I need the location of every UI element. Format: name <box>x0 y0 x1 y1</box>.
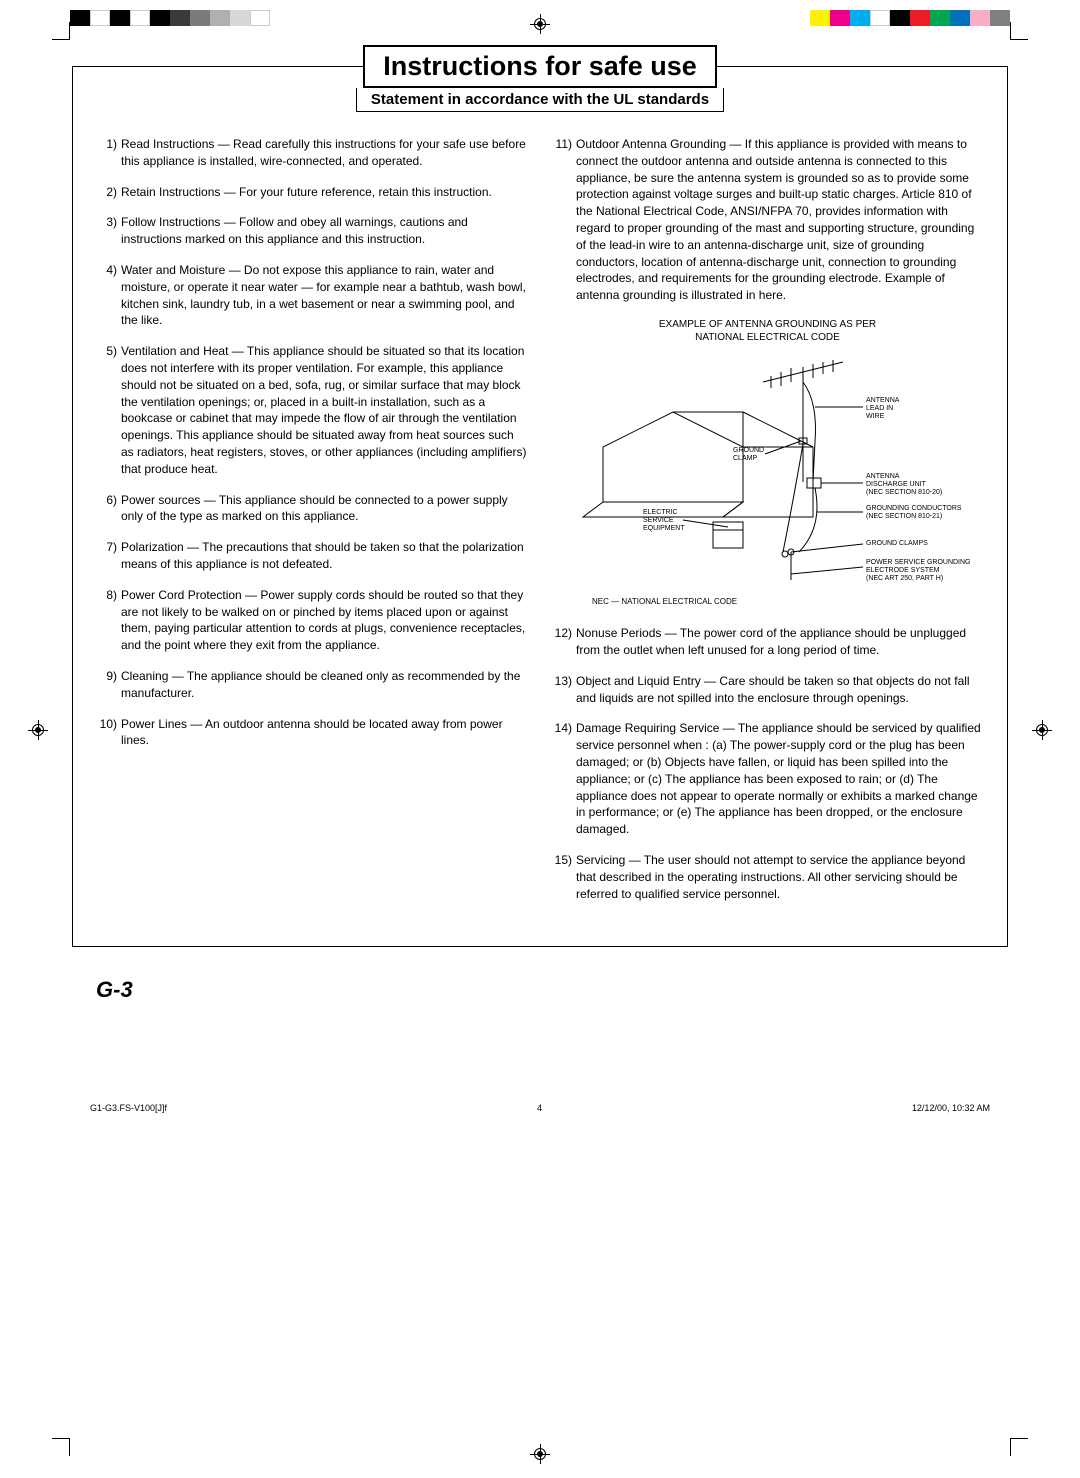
svg-text:ANTENNA: ANTENNA <box>866 397 900 404</box>
footer: G1-G3.FS-V100[J]f 4 12/12/00, 10:32 AM <box>0 1003 1080 1133</box>
svg-text:SERVICE: SERVICE <box>643 517 674 524</box>
crop-mark <box>52 1438 70 1456</box>
footer-right: 12/12/00, 10:32 AM <box>912 1103 990 1113</box>
svg-text:GROUND CLAMPS: GROUND CLAMPS <box>866 540 928 547</box>
instruction-item: 7)Polarization — The precautions that sh… <box>97 539 528 573</box>
item-number: 5) <box>97 343 121 477</box>
instruction-item: 5)Ventilation and Heat — This appliance … <box>97 343 528 477</box>
registration-mark <box>530 14 550 34</box>
instruction-item: 6)Power sources — This appliance should … <box>97 492 528 526</box>
svg-text:DISCHARGE UNIT: DISCHARGE UNIT <box>866 481 927 488</box>
item-number: 6) <box>97 492 121 526</box>
right-column: 11)Outdoor Antenna Grounding — If this a… <box>552 136 983 916</box>
item-text: Retain Instructions — For your future re… <box>121 184 528 201</box>
crop-mark <box>1010 1438 1028 1456</box>
item-text: Power Lines — An outdoor antenna should … <box>121 716 528 750</box>
item-text: Power Cord Protection — Power supply cor… <box>121 587 528 654</box>
diagram-title-l2: NATIONAL ELECTRICAL CODE <box>695 332 840 343</box>
item-text: Polarization — The precautions that shou… <box>121 539 528 573</box>
registration-mark <box>530 1444 550 1464</box>
instruction-item: 11)Outdoor Antenna Grounding — If this a… <box>552 136 983 304</box>
diagram-footnote: NEC — NATIONAL ELECTRICAL CODE <box>592 596 983 607</box>
title-box: Instructions for safe use <box>363 45 717 88</box>
svg-text:GROUND: GROUND <box>733 447 764 454</box>
item-number: 13) <box>552 673 576 707</box>
svg-text:CLAMP: CLAMP <box>733 455 757 462</box>
item-text: Cleaning — The appliance should be clean… <box>121 668 528 702</box>
instruction-item: 9)Cleaning — The appliance should be cle… <box>97 668 528 702</box>
crop-mark <box>52 22 70 40</box>
item-number: 14) <box>552 720 576 838</box>
item-text: Read Instructions — Read carefully this … <box>121 136 528 170</box>
svg-text:GROUNDING CONDUCTORS: GROUNDING CONDUCTORS <box>866 505 962 512</box>
item-number: 3) <box>97 214 121 248</box>
item-text: Follow Instructions — Follow and obey al… <box>121 214 528 248</box>
item-number: 15) <box>552 852 576 902</box>
svg-text:ELECTRODE SYSTEM: ELECTRODE SYSTEM <box>866 567 940 574</box>
diagram-svg: ANTENNALEAD INWIRE GROUNDCLAMP ANTENNADI… <box>563 352 973 592</box>
svg-text:LEAD IN: LEAD IN <box>866 405 893 412</box>
instruction-item: 10)Power Lines — An outdoor antenna shou… <box>97 716 528 750</box>
instruction-item: 14)Damage Requiring Service — The applia… <box>552 720 983 838</box>
item-text: Nonuse Periods — The power cord of the a… <box>576 625 983 659</box>
registration-mark <box>1032 720 1052 740</box>
svg-text:(NEC ART 250, PART H): (NEC ART 250, PART H) <box>866 575 943 582</box>
svg-text:WIRE: WIRE <box>866 413 885 420</box>
item-number: 2) <box>97 184 121 201</box>
instruction-item: 15)Servicing — The user should not attem… <box>552 852 983 902</box>
item-number: 11) <box>552 136 576 304</box>
item-number: 10) <box>97 716 121 750</box>
diagram-title-l1: EXAMPLE OF ANTENNA GROUNDING AS PER <box>659 319 876 330</box>
item-number: 12) <box>552 625 576 659</box>
item-text: Object and Liquid Entry — Care should be… <box>576 673 983 707</box>
footer-center: 4 <box>537 1103 542 1113</box>
svg-text:POWER SERVICE GROUNDING: POWER SERVICE GROUNDING <box>866 559 971 566</box>
item-text: Power sources — This appliance should be… <box>121 492 528 526</box>
instruction-item: 1)Read Instructions — Read carefully thi… <box>97 136 528 170</box>
item-text: Damage Requiring Service — The appliance… <box>576 720 983 838</box>
item-number: 4) <box>97 262 121 329</box>
instruction-item: 12)Nonuse Periods — The power cord of th… <box>552 625 983 659</box>
item-text: Servicing — The user should not attempt … <box>576 852 983 902</box>
svg-text:EQUIPMENT: EQUIPMENT <box>643 525 685 532</box>
item-number: 1) <box>97 136 121 170</box>
svg-text:ANTENNA: ANTENNA <box>866 473 900 480</box>
item-number: 8) <box>97 587 121 654</box>
svg-text:(NEC SECTION 810-20): (NEC SECTION 810-20) <box>866 489 942 496</box>
crop-mark <box>1010 22 1028 40</box>
instruction-item: 4)Water and Moisture — Do not expose thi… <box>97 262 528 329</box>
instruction-item: 13)Object and Liquid Entry — Care should… <box>552 673 983 707</box>
item-text: Ventilation and Heat — This appliance sh… <box>121 343 528 477</box>
item-text: Water and Moisture — Do not expose this … <box>121 262 528 329</box>
instruction-item: 8)Power Cord Protection — Power supply c… <box>97 587 528 654</box>
registration-mark <box>28 720 48 740</box>
page-title: Instructions for safe use <box>383 51 697 82</box>
item-number: 7) <box>97 539 121 573</box>
item-text: Outdoor Antenna Grounding — If this appl… <box>576 136 983 304</box>
item-number: 9) <box>97 668 121 702</box>
footer-left: G1-G3.FS-V100[J]f <box>90 1103 167 1113</box>
instruction-item: 2)Retain Instructions — For your future … <box>97 184 528 201</box>
subtitle-box: Statement in accordance with the UL stan… <box>356 88 724 112</box>
page-number: G-3 <box>96 977 1080 1003</box>
page-frame: Instructions for safe use Statement in a… <box>72 66 1008 947</box>
svg-text:ELECTRIC: ELECTRIC <box>643 509 678 516</box>
svg-text:(NEC SECTION 810-21): (NEC SECTION 810-21) <box>866 513 942 520</box>
antenna-diagram: EXAMPLE OF ANTENNA GROUNDING AS PER NATI… <box>552 318 983 607</box>
left-column: 1)Read Instructions — Read carefully thi… <box>97 136 528 916</box>
instruction-item: 3)Follow Instructions — Follow and obey … <box>97 214 528 248</box>
